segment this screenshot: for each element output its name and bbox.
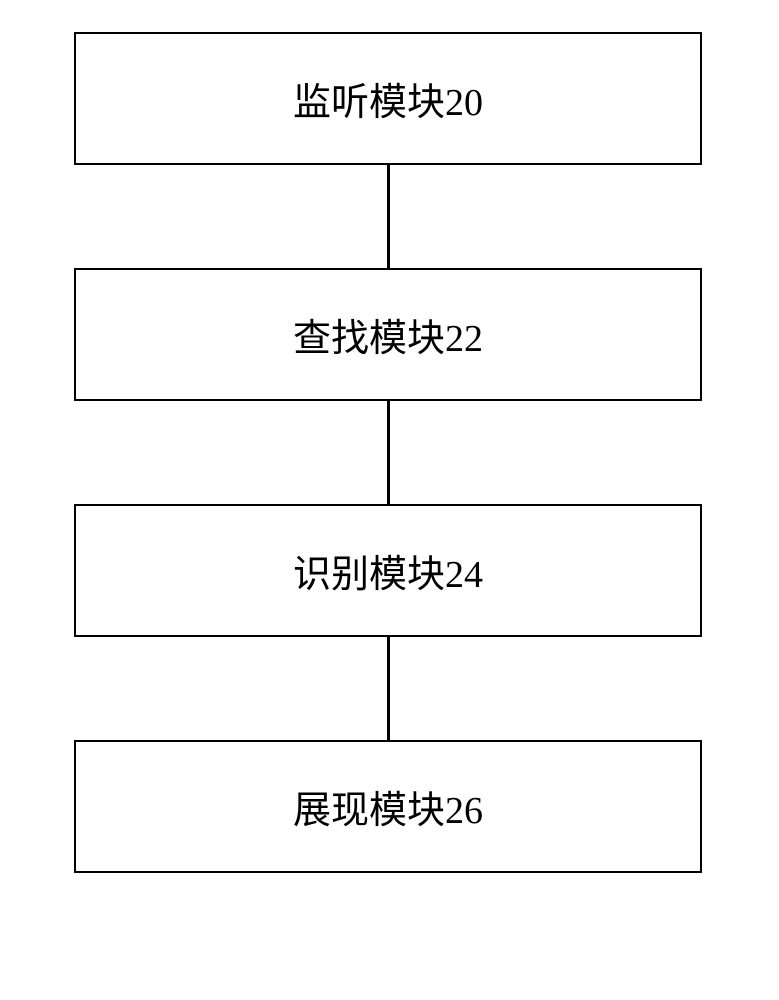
node-label: 展现模块26 <box>293 779 483 834</box>
diagram-canvas: 监听模块20 查找模块22 识别模块24 展现模块26 <box>0 0 779 1000</box>
node-label: 识别模块24 <box>293 543 483 598</box>
edge-1-2 <box>387 401 390 504</box>
edge-2-3 <box>387 637 390 740</box>
node-label: 查找模块22 <box>293 307 483 362</box>
node-display-module: 展现模块26 <box>74 740 702 873</box>
node-label: 监听模块20 <box>293 71 483 126</box>
edge-0-1 <box>387 165 390 268</box>
node-search-module: 查找模块22 <box>74 268 702 401</box>
node-listener-module: 监听模块20 <box>74 32 702 165</box>
node-recognition-module: 识别模块24 <box>74 504 702 637</box>
